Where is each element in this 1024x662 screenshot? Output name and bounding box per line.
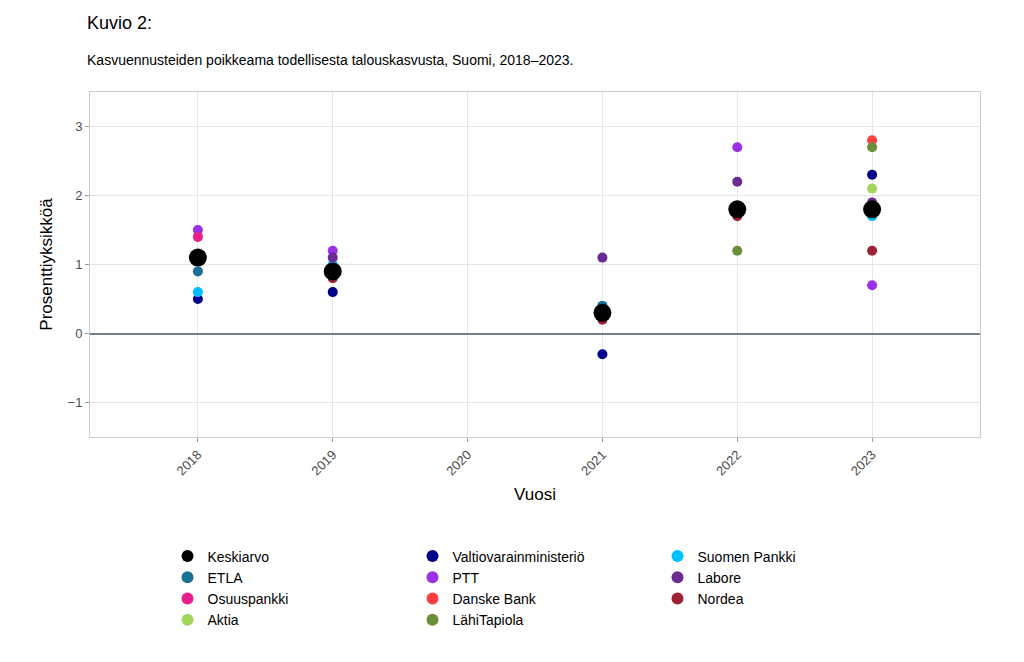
svg-text:Osuuspankki: Osuuspankki bbox=[208, 591, 289, 607]
svg-text:ETLA: ETLA bbox=[208, 570, 244, 586]
svg-text:−1: −1 bbox=[68, 395, 83, 410]
svg-text:3: 3 bbox=[75, 119, 82, 134]
svg-text:0: 0 bbox=[75, 326, 82, 341]
svg-text:2022: 2022 bbox=[713, 447, 744, 478]
svg-text:Kuvio 2:: Kuvio 2: bbox=[87, 13, 152, 33]
svg-text:1: 1 bbox=[75, 257, 82, 272]
svg-text:Labore: Labore bbox=[698, 570, 742, 586]
svg-text:Nordea: Nordea bbox=[698, 591, 744, 607]
svg-text:2018: 2018 bbox=[174, 447, 205, 478]
svg-text:2020: 2020 bbox=[443, 447, 474, 478]
svg-text:Danske Bank: Danske Bank bbox=[453, 591, 537, 607]
svg-text:Vuosi: Vuosi bbox=[514, 485, 556, 504]
svg-text:Suomen Pankki: Suomen Pankki bbox=[698, 549, 796, 565]
svg-text:Valtiovarainministeriö: Valtiovarainministeriö bbox=[453, 549, 585, 565]
svg-text:Keskiarvo: Keskiarvo bbox=[208, 549, 270, 565]
svg-text:LähiTapiola: LähiTapiola bbox=[453, 612, 524, 628]
svg-text:2023: 2023 bbox=[848, 447, 879, 478]
svg-text:2: 2 bbox=[75, 188, 82, 203]
svg-text:Kasvuennusteiden poikkeama tod: Kasvuennusteiden poikkeama todellisesta … bbox=[87, 52, 573, 68]
svg-text:Prosenttiyksikköä: Prosenttiyksikköä bbox=[37, 198, 56, 331]
svg-text:2021: 2021 bbox=[578, 447, 609, 478]
svg-text:PTT: PTT bbox=[453, 570, 480, 586]
svg-text:Aktia: Aktia bbox=[208, 612, 239, 628]
svg-text:2019: 2019 bbox=[308, 447, 339, 478]
